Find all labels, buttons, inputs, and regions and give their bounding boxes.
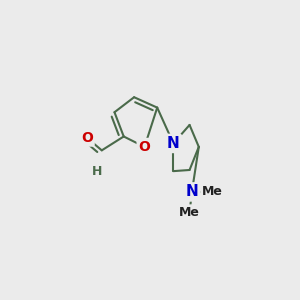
Text: N: N <box>167 136 180 151</box>
Text: Me: Me <box>202 185 223 198</box>
Text: O: O <box>81 130 93 145</box>
Text: N: N <box>185 184 198 200</box>
Text: Me: Me <box>179 206 200 219</box>
Text: O: O <box>139 140 150 154</box>
Text: H: H <box>92 165 102 178</box>
